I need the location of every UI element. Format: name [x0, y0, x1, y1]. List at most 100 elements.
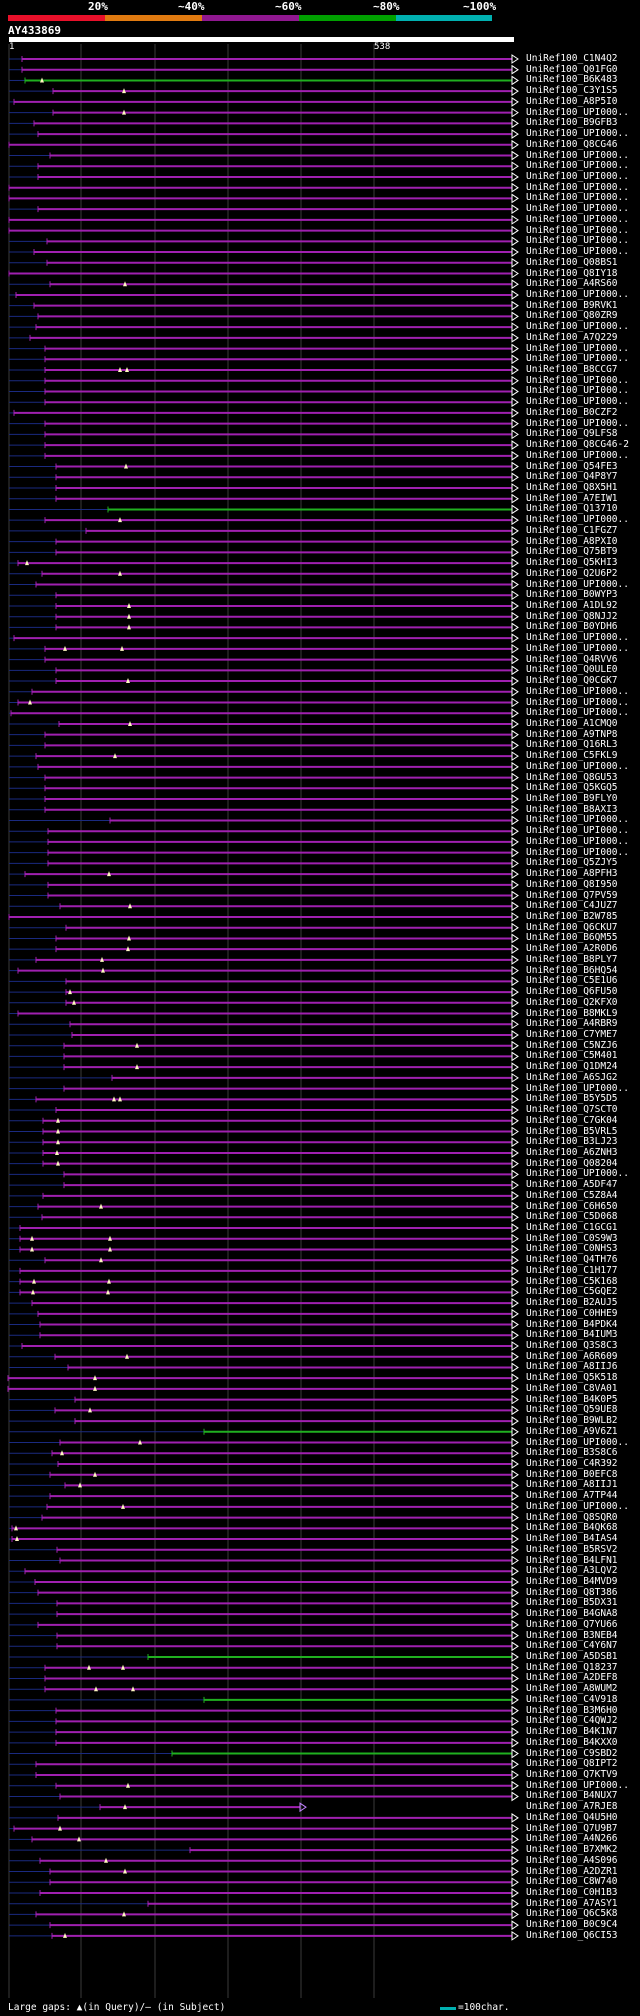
hit-label[interactable]: UniRef100_B0YDH6 [526, 621, 618, 633]
hit-label[interactable]: UniRef100_C0S9W3 [526, 1232, 618, 1244]
hit-label[interactable]: UniRef100_A4RS60 [526, 278, 618, 290]
hit-label[interactable]: UniRef100_B6QM55 [526, 932, 618, 944]
hit-label[interactable]: UniRef100_UPI000.. [526, 846, 629, 858]
hit-label[interactable]: UniRef100_Q16RL3 [526, 739, 618, 751]
hit-label[interactable]: UniRef100_A9TNP8 [526, 728, 618, 740]
hit-label[interactable]: UniRef100_Q7KTV9 [526, 1769, 618, 1780]
hit-label[interactable]: UniRef100_UPI000.. [526, 149, 629, 161]
hit-label[interactable]: UniRef100_UPI000.. [526, 1082, 629, 1094]
hit-label[interactable]: UniRef100_Q4P8Y7 [526, 471, 618, 483]
hit-label[interactable]: UniRef100_A1CMQ0 [526, 717, 618, 729]
hit-label[interactable]: UniRef100_Q7SCT0 [526, 1104, 618, 1116]
hit-label[interactable]: UniRef100_Q2U6P2 [526, 567, 618, 579]
hit-label[interactable]: UniRef100_C8W740 [526, 1876, 618, 1888]
hit-label[interactable]: UniRef100_C1H177 [526, 1264, 618, 1276]
hit-label[interactable]: UniRef100_Q0ULE0 [526, 664, 618, 676]
hit-label[interactable]: UniRef100_A7ASY1 [526, 1897, 618, 1909]
hit-label[interactable]: UniRef100_UPI000.. [526, 1436, 629, 1448]
hit-label[interactable]: UniRef100_UPI000.. [526, 632, 629, 644]
hit-label[interactable]: UniRef100_B0CZF2 [526, 406, 618, 418]
hit-label[interactable]: UniRef100_B3NEB4 [526, 1629, 618, 1641]
hit-label[interactable]: UniRef100_B2AUJ5 [526, 1297, 618, 1309]
hit-label[interactable]: UniRef100_Q1DM24 [526, 1061, 618, 1073]
hit-label[interactable]: UniRef100_B8AXI3 [526, 803, 618, 815]
hit-label[interactable]: UniRef100_B4IAS4 [526, 1533, 618, 1545]
hit-label[interactable]: UniRef100_Q18237 [526, 1661, 618, 1673]
hit-label[interactable]: UniRef100_C1GCG1 [526, 1222, 618, 1234]
hit-label[interactable]: UniRef100_Q4RVV6 [526, 653, 618, 665]
hit-label[interactable]: UniRef100_C0H1B3 [526, 1886, 618, 1898]
hit-label[interactable]: UniRef100_Q3S8C3 [526, 1340, 618, 1351]
hit-label[interactable]: UniRef100_C4JUZ7 [526, 900, 618, 912]
hit-label[interactable]: UniRef100_B3LJ23 [526, 1136, 618, 1148]
hit-label[interactable]: UniRef100_B0WYP3 [526, 589, 618, 601]
hit-label[interactable]: UniRef100_C5GQE2 [526, 1286, 618, 1298]
hit-label[interactable]: UniRef100_B3M6H0 [526, 1704, 618, 1716]
hit-label[interactable]: UniRef100_B4QK68 [526, 1522, 618, 1534]
hit-label[interactable]: UniRef100_Q6FU50 [526, 986, 618, 998]
hit-label[interactable]: UniRef100_C8VA01 [526, 1382, 618, 1394]
hit-label[interactable]: UniRef100_Q7U9B7 [526, 1822, 618, 1834]
hit-label[interactable]: UniRef100_Q54FE3 [526, 460, 618, 472]
hit-label[interactable]: UniRef100_UPI000.. [526, 396, 629, 408]
hit-label[interactable]: UniRef100_Q5KGQ5 [526, 782, 618, 794]
hit-label[interactable]: UniRef100_Q8GU53 [526, 771, 618, 783]
hit-label[interactable]: UniRef100_Q6CI53 [526, 1929, 618, 1941]
hit-label[interactable]: UniRef100_Q80ZR9 [526, 310, 618, 322]
hit-label[interactable]: UniRef100_C4R392 [526, 1457, 618, 1469]
hit-label[interactable]: UniRef100_C3Y1S5 [526, 85, 618, 97]
hit-label[interactable]: UniRef100_C7GK04 [526, 1114, 618, 1126]
hit-label[interactable]: UniRef100_B4GNA8 [526, 1608, 618, 1620]
hit-label[interactable]: UniRef100_UPI000.. [526, 353, 629, 365]
hit-label[interactable]: UniRef100_C5M401 [526, 1050, 618, 1062]
hit-label[interactable]: UniRef100_UPI000.. [526, 1168, 629, 1180]
hit-label[interactable]: UniRef100_UPI000.. [526, 514, 629, 526]
hit-label[interactable]: UniRef100_B0C9C4 [526, 1919, 618, 1931]
hit-label[interactable]: UniRef100_A6R609 [526, 1350, 618, 1362]
hit-label[interactable]: UniRef100_A9V6Z1 [526, 1425, 618, 1437]
hit-label[interactable]: UniRef100_Q5ZJY5 [526, 857, 618, 869]
hit-label[interactable]: UniRef100_Q13710 [526, 503, 618, 515]
hit-label[interactable]: UniRef100_Q8SQR0 [526, 1511, 618, 1523]
hit-label[interactable]: UniRef100_Q8CG46-2 [526, 439, 629, 451]
hit-label[interactable]: UniRef100_Q6C5K8 [526, 1908, 618, 1920]
hit-label[interactable]: UniRef100_B4MVD9 [526, 1575, 618, 1587]
hit-label[interactable]: UniRef100_C1N4Q2 [526, 53, 618, 64]
hit-label[interactable]: UniRef100_B4K0P5 [526, 1393, 618, 1405]
hit-label[interactable]: UniRef100_UPI000.. [526, 642, 629, 654]
hit-label[interactable]: UniRef100_B9FLY0 [526, 793, 618, 805]
hit-label[interactable]: UniRef100_B5RSV2 [526, 1543, 618, 1555]
hit-label[interactable]: UniRef100_Q75BT9 [526, 546, 618, 558]
hit-label[interactable]: UniRef100_UPI000.. [526, 685, 629, 697]
hit-label[interactable]: UniRef100_UPI000.. [526, 203, 629, 215]
hit-label[interactable]: UniRef100_UPI000.. [526, 449, 629, 461]
hit-label[interactable]: UniRef100_B0EFC8 [526, 1468, 618, 1480]
hit-label[interactable]: UniRef100_B9GFB3 [526, 117, 618, 129]
hit-label[interactable]: UniRef100_B6HQ54 [526, 964, 618, 976]
hit-label[interactable]: UniRef100_UPI000.. [526, 160, 629, 172]
hit-label[interactable]: UniRef100_B8CCG7 [526, 364, 618, 376]
hit-label[interactable]: UniRef100_UPI000.. [526, 235, 629, 247]
hit-label[interactable]: UniRef100_B5VRL5 [526, 1125, 618, 1137]
hit-label[interactable]: UniRef100_C5D068 [526, 1211, 618, 1223]
hit-label[interactable]: UniRef100_C5E1U6 [526, 975, 618, 987]
hit-label[interactable]: UniRef100_B5Y5D5 [526, 1093, 618, 1105]
hit-label[interactable]: UniRef100_A7RJE8 [526, 1801, 618, 1813]
hit-label[interactable]: UniRef100_Q4U5H0 [526, 1811, 618, 1823]
hit-label[interactable]: UniRef100_C4Y6N7 [526, 1640, 618, 1652]
hit-label[interactable]: UniRef100_UPI000.. [526, 696, 629, 708]
hit-label[interactable]: UniRef100_Q5K518 [526, 1372, 618, 1384]
hit-label[interactable]: UniRef100_Q8CG46 [526, 138, 618, 150]
hit-label[interactable]: UniRef100_B4K1N7 [526, 1726, 618, 1738]
hit-label[interactable]: UniRef100_UPI000.. [526, 342, 629, 354]
hit-label[interactable]: UniRef100_Q8T386 [526, 1586, 618, 1598]
hit-label[interactable]: UniRef100_A7EIW1 [526, 492, 618, 504]
hit-label[interactable]: UniRef100_B8PLY7 [526, 953, 618, 965]
hit-label[interactable]: UniRef100_A2DZR1 [526, 1865, 618, 1877]
hit-label[interactable]: UniRef100_C1FGZ7 [526, 524, 618, 536]
hit-label[interactable]: UniRef100_UPI000.. [526, 385, 629, 397]
hit-label[interactable]: UniRef100_C4QWJ2 [526, 1715, 618, 1727]
hit-label[interactable]: UniRef100_A3LQV2 [526, 1565, 618, 1577]
hit-label[interactable]: UniRef100_UPI000.. [526, 1779, 629, 1791]
hit-label[interactable]: UniRef100_UPI000.. [526, 106, 629, 118]
